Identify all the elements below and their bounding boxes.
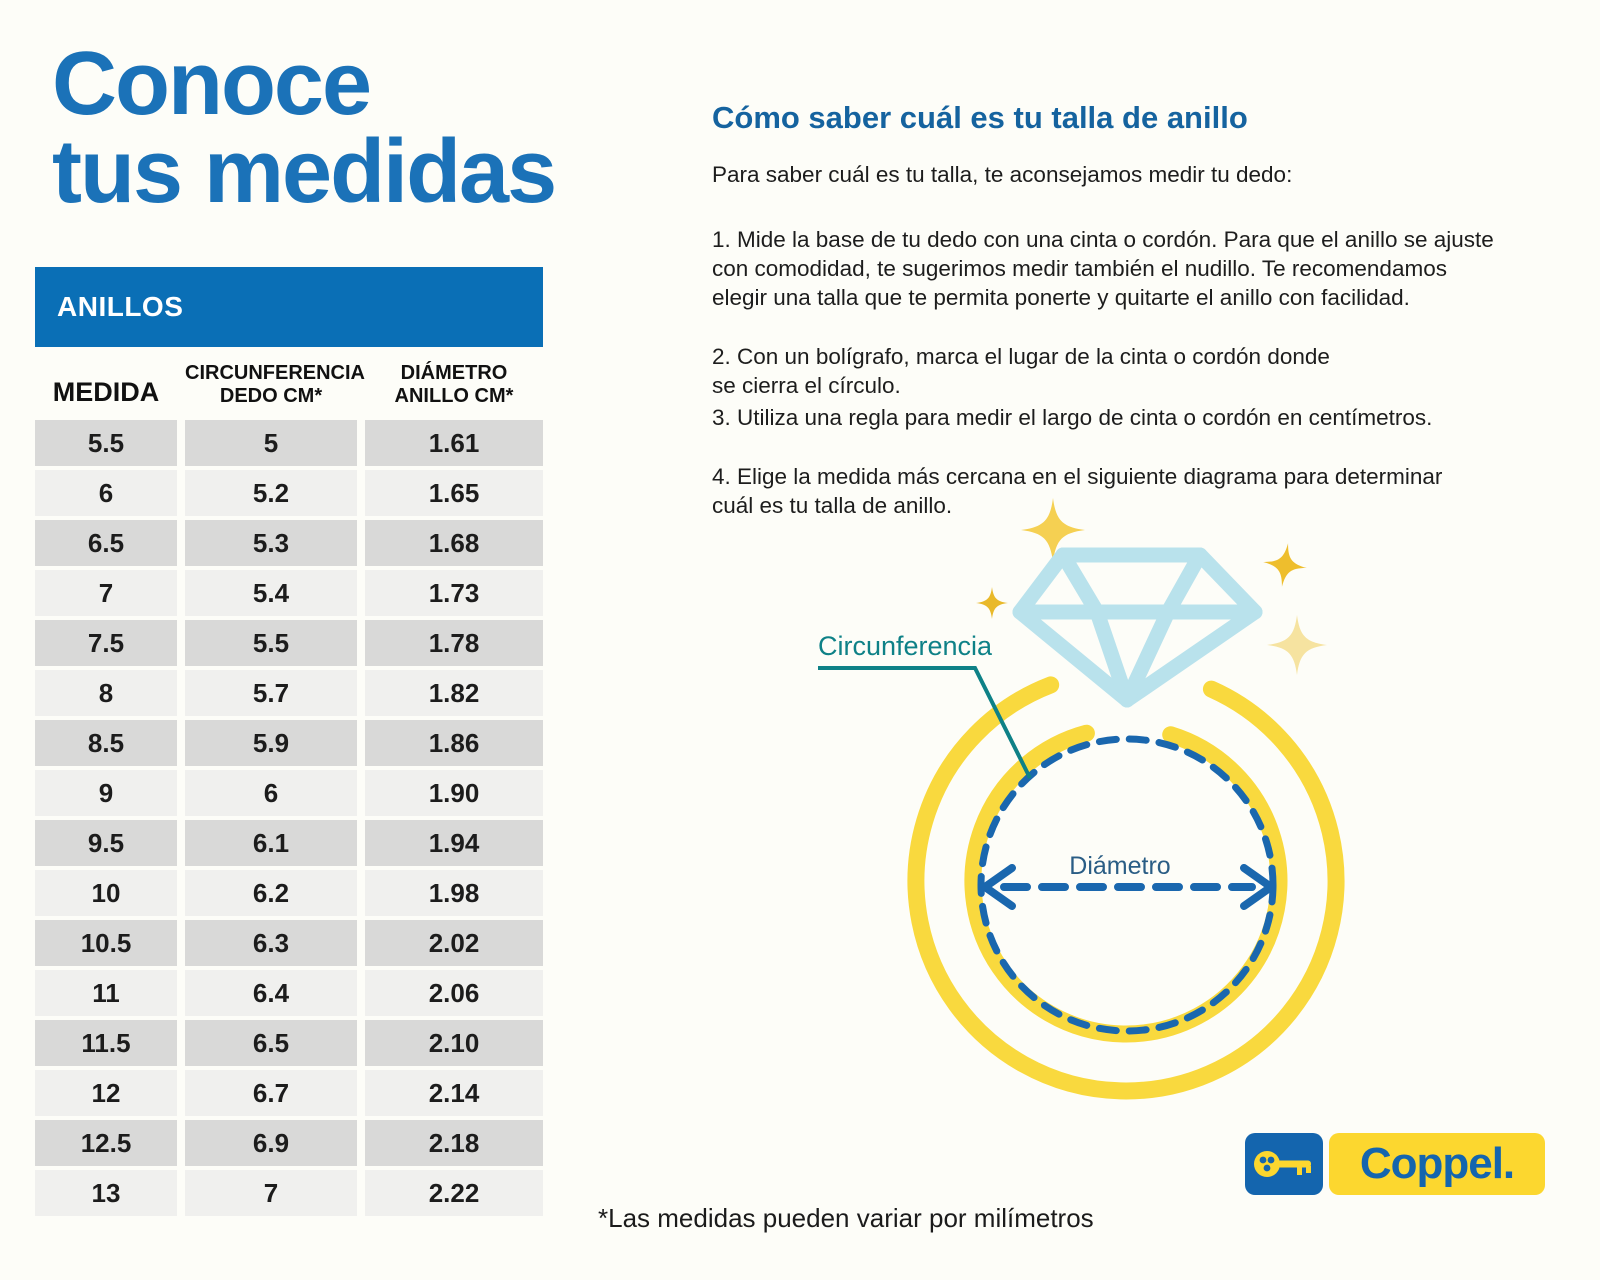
cell-diametro: 1.68 bbox=[365, 520, 543, 566]
cell-medida: 12.5 bbox=[35, 1120, 177, 1166]
table-row: 11 6.4 2.06 bbox=[35, 970, 543, 1016]
coppel-wordmark: Coppel. bbox=[1329, 1133, 1545, 1195]
circumference-label: Circunferencia bbox=[818, 631, 993, 661]
page-title-line2: tus medidas bbox=[52, 122, 557, 222]
table-row: 9.5 6.1 1.94 bbox=[35, 820, 543, 866]
table-row: 12.5 6.9 2.18 bbox=[35, 1120, 543, 1166]
instructions-intro: Para saber cuál es tu talla, te aconseja… bbox=[712, 162, 1293, 187]
cell-circunferencia: 5.7 bbox=[185, 670, 357, 716]
cell-diametro: 1.90 bbox=[365, 770, 543, 816]
cell-medida: 7.5 bbox=[35, 620, 177, 666]
cell-medida: 7 bbox=[35, 570, 177, 616]
instruction-step-1: 1. Mide la base de tu dedo con una cinta… bbox=[712, 227, 1494, 310]
cell-circunferencia: 5.5 bbox=[185, 620, 357, 666]
table-row: 8 5.7 1.82 bbox=[35, 670, 543, 716]
cell-diametro: 2.22 bbox=[365, 1170, 543, 1216]
instruction-step-2: 2. Con un bolígrafo, marca el lugar de l… bbox=[712, 344, 1330, 398]
cell-medida: 13 bbox=[35, 1170, 177, 1216]
size-table: 5.5 5 1.61 6 5.2 1.65 6.5 5.3 1.68 7 5.4 1.73 7.… bbox=[35, 420, 543, 1216]
ring-band bbox=[907, 676, 1345, 1100]
table-row: 13 7 2.22 bbox=[35, 1170, 543, 1216]
cell-circunferencia: 6.5 bbox=[185, 1020, 357, 1066]
cell-diametro: 1.86 bbox=[365, 720, 543, 766]
instructions-section: Cómo saber cuál es tu talla de anillo Pa… bbox=[712, 100, 1562, 520]
table-row: 7 5.4 1.73 bbox=[35, 570, 543, 616]
key-icon bbox=[1245, 1133, 1323, 1195]
column-header-diametro: DIÁMETRO ANILLO CM* bbox=[394, 362, 514, 407]
page-title: Conoce tus medidas bbox=[52, 34, 557, 222]
cell-medida: 9.5 bbox=[35, 820, 177, 866]
table-row: 8.5 5.9 1.86 bbox=[35, 720, 543, 766]
cell-medida: 11.5 bbox=[35, 1020, 177, 1066]
cell-medida: 6 bbox=[35, 470, 177, 516]
cell-diametro: 1.73 bbox=[365, 570, 543, 616]
cell-circunferencia: 6 bbox=[185, 770, 357, 816]
cell-diametro: 2.18 bbox=[365, 1120, 543, 1166]
circumference-leader-line bbox=[818, 666, 1032, 779]
cell-diametro: 1.61 bbox=[365, 420, 543, 466]
table-title-bar: ANILLOS bbox=[35, 267, 543, 347]
cell-circunferencia: 5.4 bbox=[185, 570, 357, 616]
diamond-icon bbox=[1012, 547, 1263, 708]
column-header-circunferencia: CIRCUNFERENCIA DEDO CM* bbox=[185, 362, 365, 407]
cell-circunferencia: 6.2 bbox=[185, 870, 357, 916]
cell-circunferencia: 7 bbox=[185, 1170, 357, 1216]
table-row: 6.5 5.3 1.68 bbox=[35, 520, 543, 566]
cell-circunferencia: 5.2 bbox=[185, 470, 357, 516]
column-header-medida: MEDIDA bbox=[52, 377, 160, 407]
instruction-step-3: 3. Utiliza una regla para medir el largo… bbox=[712, 405, 1433, 430]
cell-diametro: 2.06 bbox=[365, 970, 543, 1016]
diameter-arrow bbox=[981, 864, 1275, 910]
table-row: 6 5.2 1.65 bbox=[35, 470, 543, 516]
cell-diametro: 2.02 bbox=[365, 920, 543, 966]
cell-circunferencia: 5 bbox=[185, 420, 357, 466]
cell-medida: 12 bbox=[35, 1070, 177, 1116]
cell-diametro: 1.78 bbox=[365, 620, 543, 666]
table-row: 10.5 6.3 2.02 bbox=[35, 920, 543, 966]
cell-medida: 8.5 bbox=[35, 720, 177, 766]
cell-circunferencia: 6.1 bbox=[185, 820, 357, 866]
cell-circunferencia: 6.4 bbox=[185, 970, 357, 1016]
table-row: 9 6 1.90 bbox=[35, 770, 543, 816]
cell-medida: 9 bbox=[35, 770, 177, 816]
cell-medida: 5.5 bbox=[35, 420, 177, 466]
coppel-logo: Coppel. bbox=[1245, 1133, 1545, 1195]
cell-medida: 11 bbox=[35, 970, 177, 1016]
instruction-step-4: 4. Elige la medida más cercana en el sig… bbox=[712, 464, 1443, 518]
footnote: *Las medidas pueden variar por milímetro… bbox=[598, 1203, 1094, 1233]
cell-medida: 10.5 bbox=[35, 920, 177, 966]
cell-diametro: 1.98 bbox=[365, 870, 543, 916]
instructions-heading: Cómo saber cuál es tu talla de anillo bbox=[712, 100, 1248, 135]
cell-circunferencia: 6.7 bbox=[185, 1070, 357, 1116]
cell-diametro: 1.82 bbox=[365, 670, 543, 716]
cell-medida: 8 bbox=[35, 670, 177, 716]
cell-medida: 10 bbox=[35, 870, 177, 916]
table-row: 10 6.2 1.98 bbox=[35, 870, 543, 916]
cell-diametro: 1.65 bbox=[365, 470, 543, 516]
cell-circunferencia: 5.3 bbox=[185, 520, 357, 566]
table-row: 7.5 5.5 1.78 bbox=[35, 620, 543, 666]
cell-circunferencia: 5.9 bbox=[185, 720, 357, 766]
cell-circunferencia: 6.9 bbox=[185, 1120, 357, 1166]
table-row: 11.5 6.5 2.10 bbox=[35, 1020, 543, 1066]
diameter-label: Diámetro bbox=[1069, 852, 1170, 880]
table-title: ANILLOS bbox=[57, 291, 184, 322]
cell-diametro: 2.14 bbox=[365, 1070, 543, 1116]
page-title-line1: Conoce bbox=[52, 34, 372, 134]
cell-diametro: 2.10 bbox=[365, 1020, 543, 1066]
table-header-row: MEDIDA CIRCUNFERENCIA DEDO CM* DIÁMETRO … bbox=[35, 350, 543, 410]
table-row: 12 6.7 2.14 bbox=[35, 1070, 543, 1116]
table-row: 5.5 5 1.61 bbox=[35, 420, 543, 466]
cell-medida: 6.5 bbox=[35, 520, 177, 566]
cell-diametro: 1.94 bbox=[365, 820, 543, 866]
cell-circunferencia: 6.3 bbox=[185, 920, 357, 966]
sparkle-icon bbox=[976, 498, 1327, 675]
ring-diagram: Circunferencia Diámetro bbox=[818, 498, 1345, 1100]
